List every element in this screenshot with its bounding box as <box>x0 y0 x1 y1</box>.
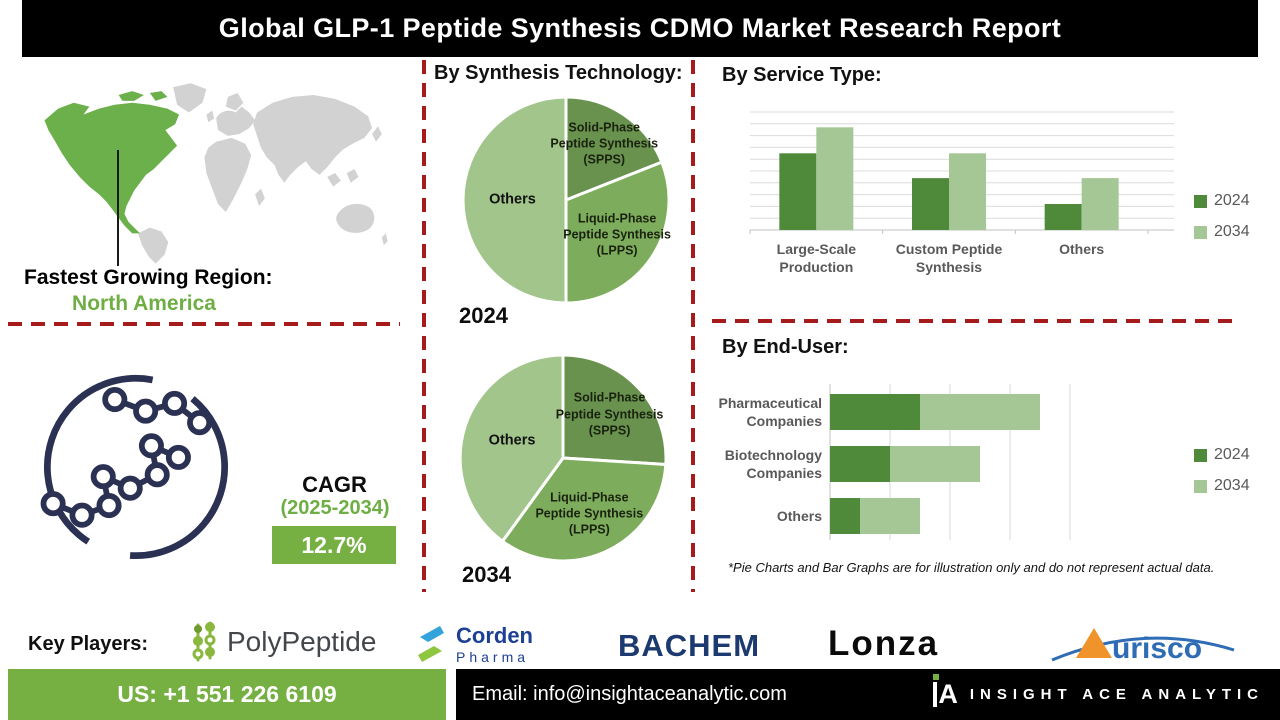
footer-bar: Email: info@insightaceanalytic.com A INS… <box>456 669 1280 720</box>
logo-bachem: BACHEM <box>618 628 761 663</box>
corden-wordmark: Corden <box>456 622 533 648</box>
legend-swatch-icon <box>1194 225 1207 239</box>
insight-ace-logo-icon: A <box>933 673 958 708</box>
cagr-value-badge: 12.7% <box>272 526 396 564</box>
synthesis-technology-title: By Synthesis Technology: <box>434 62 683 84</box>
bar-2034 <box>1081 178 1119 230</box>
bar-2024 <box>830 498 860 534</box>
divider-left <box>8 322 400 326</box>
pie-slice <box>461 95 568 305</box>
legend-label: 2024 <box>1214 446 1250 463</box>
bar-2024 <box>779 153 817 230</box>
key-players-heading: Key Players: <box>28 633 149 655</box>
pharma-wordmark: Pharma <box>456 648 530 665</box>
bar-2034 <box>860 498 920 534</box>
service-type-legend: 2024 2034 <box>1194 192 1250 241</box>
service-type-title: By Service Type: <box>722 64 882 86</box>
pie-slice <box>561 353 668 466</box>
email-contact: Email: info@insightaceanalytic.com <box>472 683 787 705</box>
phone-contact: US: +1 551 226 6109 <box>8 669 446 720</box>
bar-2034 <box>949 153 986 230</box>
legend-label: 2034 <box>1214 223 1250 240</box>
aurisco-swoosh-icon <box>1051 636 1235 662</box>
legend-swatch-icon <box>1194 448 1207 462</box>
divider-middle-right <box>691 60 695 592</box>
bar-2024 <box>1044 204 1082 230</box>
aurisco-mark: urisco <box>1051 628 1235 665</box>
disclaimer-footnote: *Pie Charts and Bar Graphs are for illus… <box>728 560 1215 575</box>
category-label: Others <box>1059 241 1104 257</box>
cagr-period: (2025-2034) <box>280 497 390 519</box>
pie-slice <box>501 456 668 563</box>
pie-slice-label: Liquid-Phase Peptide Synthesis (LPPS) <box>563 211 671 258</box>
service-type-bar-chart: Large-Scale Production Custom Peptide Synth… <box>749 111 1174 275</box>
end-user-bar-chart: Pharmaceutical Companies Biotechnology Comp… <box>719 384 1071 540</box>
category-label: Large-Scale <box>777 241 857 257</box>
page-title: Global GLP-1 Peptide Synthesis CDMO Mark… <box>22 0 1258 57</box>
legend-item: 2034 <box>1194 477 1250 495</box>
pie-slice-label: Solid-Phase Peptide Synthesis (SPPS) <box>555 390 664 438</box>
aurisco-wordmark: urisco <box>1112 632 1202 665</box>
bar-2024 <box>912 178 949 230</box>
logo-corden-pharma: Corden Pharma <box>414 624 533 664</box>
category-label: Custom Peptide <box>896 241 1003 257</box>
bar-2024 <box>830 446 890 482</box>
map-pointer-line <box>117 150 119 266</box>
legend-swatch-icon <box>1194 194 1207 208</box>
bar-2034 <box>920 394 1040 430</box>
divider-middle-left <box>422 60 426 592</box>
row-label: Companies <box>747 413 823 429</box>
row-label: Pharmaceutical <box>719 395 823 411</box>
legend-label: 2034 <box>1214 477 1250 494</box>
row-label: Biotechnology <box>725 447 822 463</box>
pie-chart-2034: Solid-Phase Peptide Synthesis (SPPS) Liqu… <box>455 350 671 566</box>
row-label: Others <box>777 508 822 524</box>
pie-slice-label: Others <box>489 191 536 208</box>
cagr-label: CAGR <box>302 472 367 497</box>
fastest-region-value: North America <box>72 292 216 315</box>
legend-item: 2024 <box>1194 192 1250 210</box>
pie-2034-year-label: 2034 <box>462 562 511 587</box>
logo-lonza: Lonza <box>828 624 940 663</box>
end-user-title: By End-User: <box>722 336 849 358</box>
bar-2024 <box>830 394 920 430</box>
polypeptide-icon <box>192 621 216 662</box>
category-label: Production <box>779 259 853 275</box>
pie-svg <box>458 353 668 563</box>
brand-block: A INSIGHT ACE ANALYTIC <box>933 673 1264 708</box>
end-user-legend: 2024 2034 <box>1194 446 1250 495</box>
polypeptide-wordmark: PolyPeptide <box>227 626 377 657</box>
pie-slice <box>564 95 664 202</box>
peptide-molecule-icon <box>40 374 229 560</box>
pie-slice-label: Others <box>488 433 536 450</box>
logo-polypeptide: PolyPeptide <box>185 620 376 664</box>
pie-slice-label: Solid-Phase Peptide Synthesis (SPPS) <box>550 120 659 167</box>
pie-slice-label: Liquid-Phase Peptide Synthesis (LPPS) <box>535 490 644 538</box>
row-label: Companies <box>747 465 823 481</box>
map-continents <box>138 83 388 264</box>
divider-right <box>712 319 1232 323</box>
pie-svg <box>461 95 671 305</box>
fastest-region-heading: Fastest Growing Region: <box>24 266 273 289</box>
pie-chart-2024: Solid-Phase Peptide Synthesis (SPPS) Liqu… <box>458 92 674 308</box>
category-label: Synthesis <box>916 259 982 275</box>
pie-slice <box>458 353 565 543</box>
map-north-america <box>44 91 180 234</box>
bar-2034 <box>890 446 980 482</box>
aurisco-triangle-icon <box>1076 628 1112 658</box>
legend-item: 2024 <box>1194 446 1250 464</box>
corden-pharma-icon <box>418 626 444 662</box>
pie-2024-year-label: 2024 <box>459 303 508 328</box>
legend-item: 2034 <box>1194 223 1250 241</box>
pie-slice <box>564 160 671 305</box>
legend-swatch-icon <box>1194 479 1207 493</box>
brand-name: INSIGHT ACE ANALYTIC <box>969 685 1264 703</box>
bar-2034 <box>816 127 854 230</box>
legend-label: 2024 <box>1214 192 1250 209</box>
world-map <box>44 83 388 264</box>
logo-aurisco: urisco <box>1048 620 1238 671</box>
